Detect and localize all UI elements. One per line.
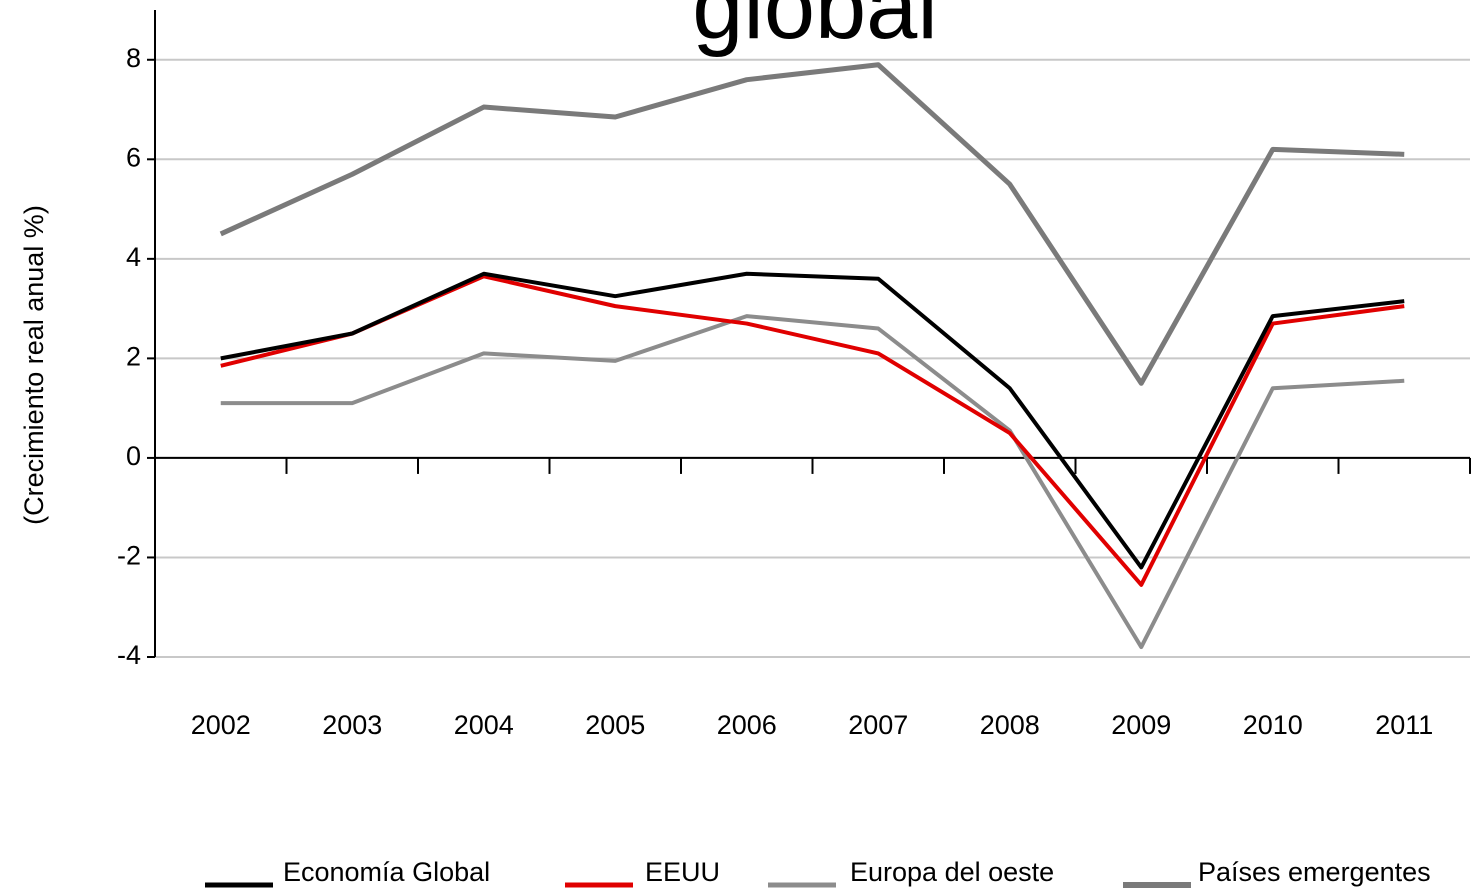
line-series [219,62,1405,386]
x-tick-label: 2003 [322,710,382,740]
x-tick-label: 2008 [980,710,1040,740]
legend-label: Economía Global [283,857,490,887]
legend-label: Países emergentes [1198,857,1431,887]
x-tick-label: 2011 [1375,710,1433,740]
y-tick-label: 0 [126,441,141,471]
y-axis-label: (Crecimiento real anual %) [19,205,49,525]
line-series [220,314,1405,650]
x-tick-label: 2006 [717,710,777,740]
y-tick-label: -4 [117,640,141,670]
legend-label: EEUU [645,857,720,887]
x-tick-label: 2010 [1243,710,1303,740]
y-tick-label: 8 [126,43,141,73]
y-tick-label: 2 [126,342,141,372]
line-series [220,271,1405,570]
x-tick-label: 2007 [848,710,908,740]
x-tick-label: 2002 [191,710,251,740]
legend-label: Europa del oeste [850,857,1054,887]
y-tick-label: -2 [117,541,141,571]
y-tick-label: 6 [126,142,141,172]
y-tick-label: 4 [126,242,141,272]
x-tick-label: 2009 [1111,710,1171,740]
x-tick-label: 2004 [454,710,514,740]
chart-title: global [692,0,938,58]
x-tick-label: 2005 [585,710,645,740]
